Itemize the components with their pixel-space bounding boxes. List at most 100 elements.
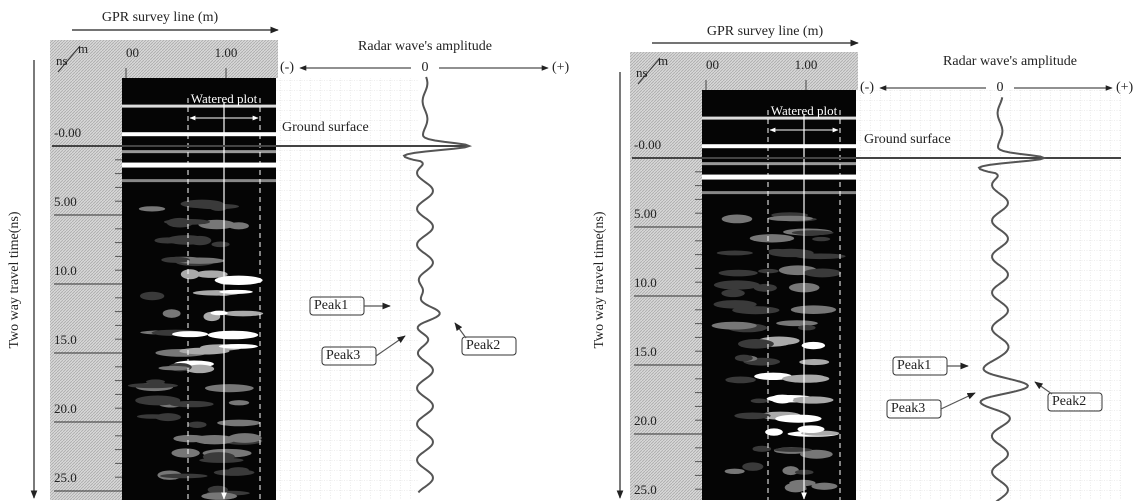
peak-box	[1047, 392, 1103, 412]
reflection-blob	[711, 321, 757, 330]
reflection-band	[122, 179, 276, 183]
peak-pointer	[454, 322, 467, 339]
survey-line-label: GPR survey line (m)	[102, 10, 219, 25]
reflection-blob	[195, 270, 228, 278]
reflection-band	[122, 132, 276, 137]
reflection-blob	[724, 468, 745, 475]
reflection-blob	[166, 217, 194, 228]
y-tick-label: 20.0	[54, 401, 77, 416]
reflection-blob	[193, 435, 236, 445]
y-tick-label: 15.0	[634, 344, 657, 359]
x-tick-label: 00	[126, 45, 139, 60]
reflection-blob	[798, 325, 816, 331]
reflection-blob	[185, 364, 215, 374]
reflection-blob	[209, 202, 228, 212]
reflection-blob	[146, 379, 165, 385]
reflection-blob	[228, 467, 249, 474]
reflection-blob	[713, 280, 760, 290]
reflection-blob	[801, 341, 826, 350]
watered-plot-label: Watered plot	[191, 91, 258, 106]
reflection-blob	[127, 383, 178, 389]
reflection-blob	[734, 354, 753, 362]
reflection-blob	[228, 433, 262, 443]
amplitude-label: Radar wave's amplitude	[943, 54, 1077, 69]
y-axis-label: Two way travel time(ns)	[7, 211, 22, 348]
reflection-blob	[713, 300, 757, 309]
y-tick-label: 20.0	[634, 413, 657, 428]
peak-pointer	[375, 335, 406, 357]
reflection-blob	[716, 250, 753, 256]
peak-pointer	[1034, 381, 1053, 395]
peak-label: Peak1	[897, 358, 931, 373]
reflection-blob	[782, 466, 799, 476]
reflection-blob	[797, 425, 825, 434]
amplitude-grid	[276, 78, 418, 500]
reflection-blob	[803, 268, 842, 278]
reflection-blob	[162, 309, 181, 318]
reflection-band	[122, 162, 276, 168]
header-band	[122, 40, 278, 78]
reflection-blob	[159, 473, 208, 479]
reflection-blob	[158, 365, 190, 371]
y-tick-label: 25.0	[634, 482, 657, 497]
y-tick-label: -0.00	[54, 125, 81, 140]
reflection-band	[702, 174, 856, 180]
reflection-blob	[211, 241, 230, 248]
reflection-blob	[725, 376, 756, 384]
reflection-blob	[718, 269, 758, 277]
x-tick-label: 1.00	[215, 45, 238, 60]
reflection-blob	[732, 306, 780, 315]
ground-surface-label: Ground surface	[282, 120, 369, 135]
reflection-blob	[734, 412, 771, 420]
reflection-blob	[138, 206, 166, 212]
amplitude-tick: (+)	[552, 60, 570, 75]
amplitude-tick: 0	[422, 60, 429, 75]
survey-line-label: GPR survey line (m)	[707, 24, 824, 39]
header-band	[702, 52, 858, 90]
reflection-blob	[180, 269, 200, 280]
reflection-blob	[187, 421, 207, 428]
y-tick-label: 5.00	[634, 206, 657, 221]
y-axis-label: Two way travel time(ns)	[592, 211, 607, 348]
amplitude-tick: (-)	[280, 60, 294, 75]
reflection-blob	[750, 398, 768, 404]
reflection-blob	[799, 359, 830, 366]
axis-box	[630, 52, 702, 500]
reflection-blob	[782, 374, 830, 383]
unit-m: m	[78, 41, 88, 56]
reflection-blob	[219, 289, 253, 294]
reflection-blob	[721, 289, 745, 298]
reflection-band	[122, 150, 276, 154]
reflection-blob	[721, 214, 753, 224]
reflection-band	[702, 116, 856, 120]
reflection-blob	[773, 447, 813, 452]
peak-pointer	[940, 392, 976, 410]
unit-m: m	[658, 53, 668, 68]
peak-label: Peak2	[1052, 394, 1086, 409]
panel: GPR survey line (m) Two way travel time(n…	[7, 10, 570, 500]
reflection-blob	[768, 248, 814, 258]
amplitude-grid	[856, 90, 1121, 500]
reflection-blob	[171, 448, 200, 458]
peak-label: Peak2	[466, 338, 500, 353]
waveform	[402, 76, 473, 494]
reflection-blob	[201, 492, 238, 500]
reflection-blob	[770, 394, 794, 404]
y-tick-label: 10.0	[634, 275, 657, 290]
reflection-blob	[202, 452, 235, 462]
x-tick-label: 00	[706, 57, 719, 72]
reflection-blob	[737, 339, 774, 349]
amplitude-label: Radar wave's amplitude	[358, 39, 492, 54]
y-tick-label: 10.0	[54, 263, 77, 278]
unit-ns: ns	[56, 53, 68, 68]
amplitude-tick: (-)	[860, 80, 874, 95]
unit-divider	[637, 57, 661, 85]
reflection-blob	[204, 384, 254, 393]
reflection-blob	[812, 236, 831, 242]
amplitude-tick: (+)	[1116, 80, 1134, 95]
peak-label: Peak1	[314, 298, 348, 313]
reflection-blob	[135, 395, 181, 406]
y-tick-label: 25.0	[54, 470, 77, 485]
reflection-blob	[784, 482, 807, 493]
